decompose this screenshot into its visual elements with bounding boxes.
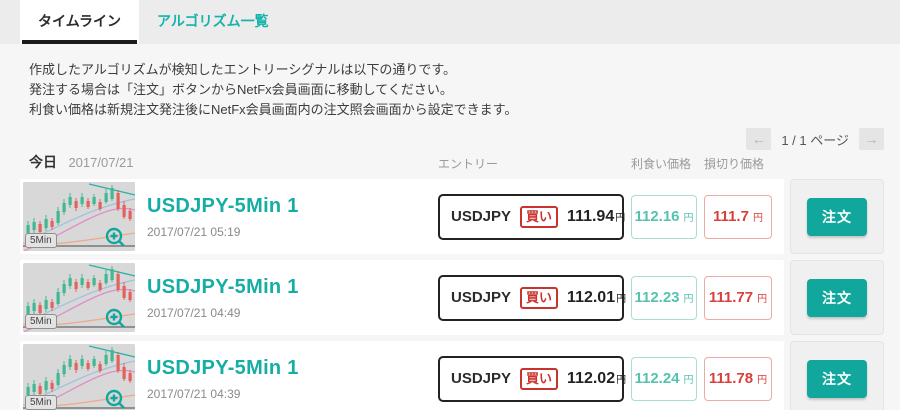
column-header-stoploss: 損切り価格 [704, 157, 765, 172]
column-header-entry: エントリー [438, 157, 499, 172]
stoploss-price-box: 111.77 円 [704, 275, 772, 320]
signal-card: 5Min USDJPY-5Min 1 2017/07/21 04:49 USDJ… [20, 260, 784, 336]
currency-pair: USDJPY [451, 370, 512, 388]
yen-unit: 円 [615, 212, 626, 224]
timeframe-badge: 5Min [25, 395, 57, 410]
entry-price: 112.02円 [567, 369, 627, 387]
tab-algorithm-list-label: アルゴリズム一覧 [157, 13, 269, 29]
next-page-button[interactable]: → [859, 128, 884, 151]
pagination: ← 1 / 1 ページ → [20, 128, 884, 151]
signal-title: USDJPY-5Min 1 [147, 356, 299, 379]
chart-thumbnail[interactable]: 5Min [23, 182, 135, 252]
order-button[interactable]: 注文 [807, 359, 867, 398]
prev-page-button[interactable]: ← [746, 128, 772, 151]
order-panel: 注文 [790, 179, 884, 255]
order-panel: 注文 [790, 341, 884, 410]
buy-badge: 買い [520, 286, 559, 309]
column-header-profit: 利食い価格 [631, 157, 692, 172]
page-indicator: 1 / 1 ページ [781, 132, 849, 148]
yen-unit: 円 [616, 293, 627, 305]
entry-price: 112.01円 [567, 288, 627, 306]
yen-unit: 円 [683, 294, 694, 306]
yen-unit: 円 [616, 374, 627, 386]
signal-timestamp: 2017/07/21 04:39 [147, 386, 241, 401]
signal-info: USDJPY-5Min 1 2017/07/21 04:39 [147, 357, 438, 401]
chart-thumbnail[interactable]: 5Min [23, 263, 135, 333]
stoploss-price: 111.7 [713, 208, 749, 226]
signal-row: 5Min USDJPY-5Min 1 2017/07/21 04:49 USDJ… [20, 260, 884, 336]
stoploss-price-box: 111.78 円 [704, 356, 772, 401]
left-arrow-icon: ← [751, 131, 766, 148]
buy-badge: 買い [520, 205, 559, 228]
signal-row: 5Min USDJPY-5Min 1 2017/07/21 05:19 USDJ… [20, 179, 884, 255]
profit-price-box: 112.24 円 [631, 356, 697, 401]
yen-unit: 円 [683, 375, 694, 387]
currency-pair: USDJPY [451, 208, 512, 226]
entry-box: USDJPY 買い 111.94円 [438, 193, 626, 240]
stoploss-price-box: 111.7 円 [704, 194, 772, 239]
tab-timeline-label: タイムライン [38, 13, 122, 29]
order-panel: 注文 [790, 260, 884, 336]
entry-box: USDJPY 買い 112.02円 [438, 355, 627, 402]
yen-unit: 円 [683, 213, 694, 225]
stoploss-price: 111.77 [708, 289, 754, 307]
stoploss-price: 111.78 [708, 370, 754, 388]
profit-price: 112.23 [634, 289, 680, 307]
timeframe-badge: 5Min [25, 314, 57, 330]
yen-unit: 円 [757, 294, 768, 306]
tab-timeline[interactable]: タイムライン [20, 0, 140, 44]
profit-price-box: 112.16 円 [631, 194, 697, 239]
signal-timestamp: 2017/07/21 04:49 [147, 305, 241, 320]
description-text: 作成したアルゴリズムが検知したエントリーシグナルは以下の通りです。 発注する場合… [29, 60, 884, 120]
list-header: 今日 2017/07/21 エントリー 利食い価格 損切り価格 [20, 150, 884, 179]
right-arrow-icon: → [864, 131, 879, 148]
yen-unit: 円 [752, 213, 763, 225]
description-line-2: 発注する場合は「注文」ボタンからNetFx会員画面に移動してください。 [29, 82, 453, 98]
description-line-3: 利食い価格は新規注文発注後にNetFx会員画面内の注文照会画面から設定できます。 [29, 102, 518, 118]
profit-price: 112.16 [634, 208, 680, 226]
signal-row: 5Min USDJPY-5Min 1 2017/07/21 04:39 USDJ… [20, 341, 884, 410]
yen-unit: 円 [757, 375, 768, 387]
today-label: 今日 [29, 154, 57, 171]
signal-info: USDJPY-5Min 1 2017/07/21 04:49 [147, 276, 438, 320]
profit-price: 112.24 [634, 370, 680, 388]
signal-title: USDJPY-5Min 1 [147, 194, 299, 217]
signal-card: 5Min USDJPY-5Min 1 2017/07/21 04:39 USDJ… [20, 341, 784, 410]
order-button[interactable]: 注文 [807, 197, 867, 236]
signal-card: 5Min USDJPY-5Min 1 2017/07/21 05:19 USDJ… [20, 179, 784, 255]
entry-box: USDJPY 買い 112.01円 [438, 274, 627, 321]
timeframe-badge: 5Min [25, 233, 57, 249]
signal-title: USDJPY-5Min 1 [147, 275, 299, 298]
description-line-1: 作成したアルゴリズムが検知したエントリーシグナルは以下の通りです。 [29, 62, 457, 77]
signal-timestamp: 2017/07/21 05:19 [147, 224, 241, 239]
order-button[interactable]: 注文 [807, 278, 867, 317]
profit-price-box: 112.23 円 [631, 275, 697, 320]
buy-badge: 買い [520, 367, 559, 390]
timeline-content: 作成したアルゴリズムが検知したエントリーシグナルは以下の通りです。 発注する場合… [0, 60, 900, 410]
date-group: 今日 2017/07/21 [29, 152, 438, 172]
tab-algorithm-list[interactable]: アルゴリズム一覧 [139, 0, 287, 44]
signal-info: USDJPY-5Min 1 2017/07/21 05:19 [147, 195, 438, 239]
entry-price: 111.94円 [567, 207, 626, 225]
chart-thumbnail[interactable]: 5Min [23, 344, 135, 410]
currency-pair: USDJPY [451, 289, 512, 307]
tab-bar: タイムライン アルゴリズム一覧 [0, 0, 900, 44]
header-date: 2017/07/21 [68, 155, 134, 171]
